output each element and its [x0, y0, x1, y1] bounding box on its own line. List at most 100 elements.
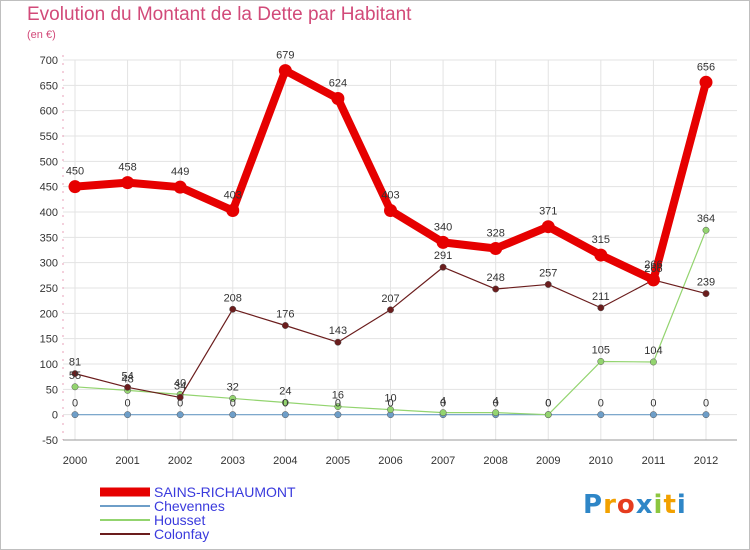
x-tick-label: 2007	[431, 455, 455, 467]
legend-label: Colonfay	[154, 526, 210, 542]
data-label: 0	[545, 398, 551, 410]
y-tick-label: 700	[40, 55, 58, 67]
data-point	[173, 180, 187, 194]
logo-letter: P	[583, 490, 604, 520]
y-tick-label: 650	[40, 80, 58, 92]
data-label: 257	[539, 267, 557, 279]
data-point	[702, 290, 710, 298]
y-tick-label: 100	[40, 359, 58, 371]
data-label: 0	[598, 398, 604, 410]
data-label: 24	[279, 386, 291, 398]
data-point	[702, 411, 710, 419]
data-label: 0	[493, 398, 499, 410]
data-point	[489, 241, 503, 255]
data-label: 48	[121, 373, 133, 385]
legend-label: Housset	[154, 512, 206, 528]
legend-swatch	[100, 487, 150, 497]
x-tick-label: 2002	[168, 455, 192, 467]
data-point	[281, 322, 289, 329]
y-tick-label: 550	[40, 131, 58, 143]
data-point	[594, 248, 608, 262]
data-point	[229, 411, 237, 419]
data-label: 679	[276, 50, 294, 62]
data-point	[597, 358, 605, 365]
y-tick-label: 200	[40, 308, 58, 320]
data-label: 176	[276, 308, 294, 320]
data-label: 81	[69, 357, 81, 369]
y-tick-label: 300	[40, 258, 58, 270]
x-tick-label: 2006	[378, 455, 402, 467]
data-point	[387, 406, 394, 414]
legend-swatch	[100, 533, 150, 535]
logo-letter: x	[635, 490, 654, 520]
chart-title: Evolution du Montant de la Dette par Hab…	[27, 4, 412, 25]
data-point	[384, 203, 397, 217]
data-point	[699, 75, 713, 89]
data-label: 266	[644, 259, 662, 271]
plot-area	[63, 60, 737, 440]
logo-letter: r	[603, 490, 617, 520]
data-label: 656	[697, 61, 715, 73]
data-point	[597, 304, 605, 312]
data-point	[71, 370, 79, 378]
data-point	[176, 411, 184, 419]
logo-letter: t	[663, 490, 677, 520]
x-tick-label: 2011	[642, 455, 666, 467]
data-point	[281, 411, 289, 419]
data-point	[541, 220, 555, 234]
data-label: 449	[171, 166, 189, 178]
data-point	[334, 411, 342, 419]
data-label: 40	[174, 377, 186, 389]
x-tick-label: 2009	[536, 455, 560, 467]
data-point	[649, 358, 657, 366]
data-point	[597, 411, 605, 419]
data-label: 10	[384, 393, 396, 405]
y-tick-label: 500	[40, 156, 58, 168]
data-label: 248	[486, 272, 504, 284]
data-label: 328	[486, 227, 504, 239]
data-label: 0	[335, 398, 341, 410]
data-point	[176, 393, 184, 401]
data-label: 207	[381, 293, 399, 305]
data-point	[649, 411, 657, 419]
data-point	[439, 409, 447, 417]
data-label: 450	[66, 166, 84, 178]
data-label: 403	[381, 189, 399, 201]
chart-subtitle: (en €)	[27, 29, 56, 41]
x-tick-label: 2003	[221, 455, 245, 467]
data-label: 403	[224, 189, 242, 201]
data-label: 0	[125, 398, 131, 410]
data-point	[124, 383, 132, 391]
legend-label: Chevennes	[154, 498, 225, 514]
data-point	[439, 263, 447, 271]
data-label: 143	[329, 325, 347, 337]
x-tick-label: 2010	[589, 455, 613, 467]
data-label: 371	[539, 206, 557, 218]
data-point	[702, 226, 710, 234]
data-label: 32	[227, 381, 239, 393]
y-tick-label: 250	[40, 283, 58, 295]
data-point	[331, 92, 345, 106]
data-point	[229, 305, 237, 313]
data-label: 239	[697, 277, 715, 289]
y-tick-label: 350	[40, 232, 58, 244]
data-label: 104	[644, 345, 662, 357]
data-label: 0	[387, 398, 393, 410]
data-point	[281, 399, 289, 406]
logo-letter: i	[653, 490, 664, 520]
y-tick-label: 50	[46, 384, 58, 396]
data-label: 54	[121, 370, 133, 382]
legend-label: SAINS-RICHAUMONT	[154, 484, 296, 500]
data-label: 458	[118, 162, 136, 174]
data-label: 291	[434, 250, 452, 262]
data-point	[334, 403, 342, 411]
data-label: 266	[644, 263, 662, 275]
data-point	[226, 203, 240, 217]
data-point	[387, 306, 394, 314]
data-label: 34	[174, 380, 186, 392]
x-tick-label: 2004	[273, 455, 297, 467]
data-point	[492, 409, 500, 417]
proxiti-logo: Proxiti	[583, 490, 687, 520]
y-tick-label: 600	[40, 106, 58, 118]
